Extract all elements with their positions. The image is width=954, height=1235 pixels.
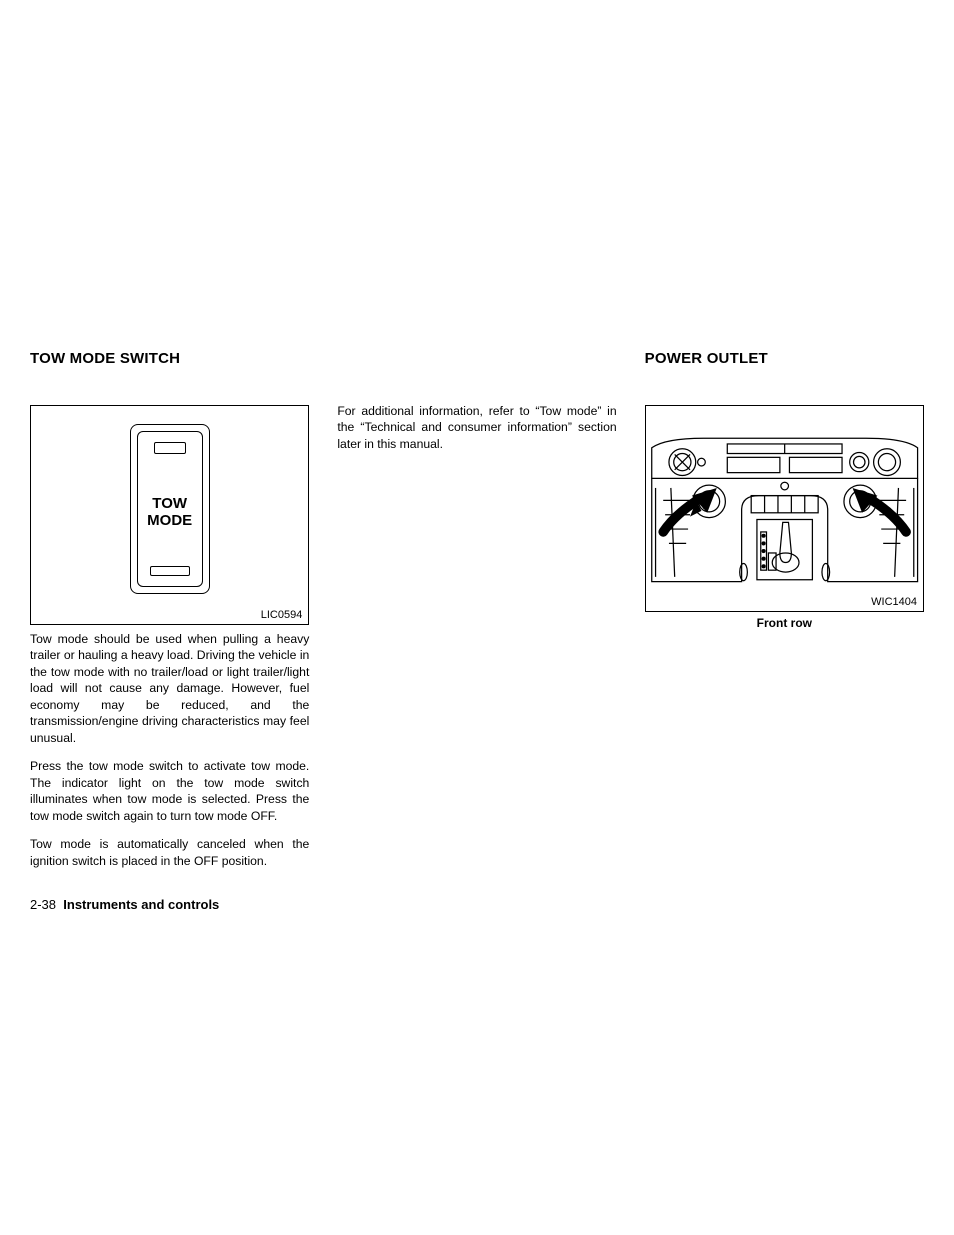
figure-id-dashboard: WIC1404 xyxy=(871,596,917,608)
section-title: Instruments and controls xyxy=(63,897,219,912)
paragraph-additional-info: For additional information, refer to “To… xyxy=(337,403,616,452)
tow-switch-indicator-icon xyxy=(154,442,186,454)
tow-switch-label-line1: TOW xyxy=(152,495,187,512)
paragraph-tow-usage: Tow mode should be used when pulling a h… xyxy=(30,631,309,746)
tow-switch-inner: TOW MODE xyxy=(137,431,203,587)
dashboard-line-art-icon xyxy=(646,406,923,611)
figure-tow-switch: TOW MODE LIC0594 xyxy=(30,405,309,625)
page-number: 2-38 xyxy=(30,897,56,912)
column-1: TOW MODE SWITCH TOW MODE LIC0594 Tow mod… xyxy=(30,350,309,912)
paragraph-tow-activate: Press the tow mode switch to activate to… xyxy=(30,758,309,824)
tow-switch-outline: TOW MODE xyxy=(130,424,210,594)
paragraph-tow-cancel: Tow mode is automatically canceled when … xyxy=(30,836,309,869)
figure-dashboard: WIC1404 xyxy=(645,405,924,612)
column-2: For additional information, refer to “To… xyxy=(337,350,616,912)
figure-id-tow: LIC0594 xyxy=(261,609,303,621)
tow-switch-button-icon xyxy=(150,566,190,576)
column-2-spacer xyxy=(337,350,616,403)
heading-tow-mode-switch: TOW MODE SWITCH xyxy=(30,350,309,367)
tow-switch-label-line2: MODE xyxy=(147,512,192,529)
column-3: POWER OUTLET xyxy=(645,350,924,912)
tow-switch-label: TOW MODE xyxy=(138,496,202,529)
figure-caption-dashboard: Front row xyxy=(645,616,924,630)
page-content: TOW MODE SWITCH TOW MODE LIC0594 Tow mod… xyxy=(30,350,924,912)
heading-power-outlet: POWER OUTLET xyxy=(645,350,924,367)
page-footer: 2-38 Instruments and controls xyxy=(30,897,309,912)
